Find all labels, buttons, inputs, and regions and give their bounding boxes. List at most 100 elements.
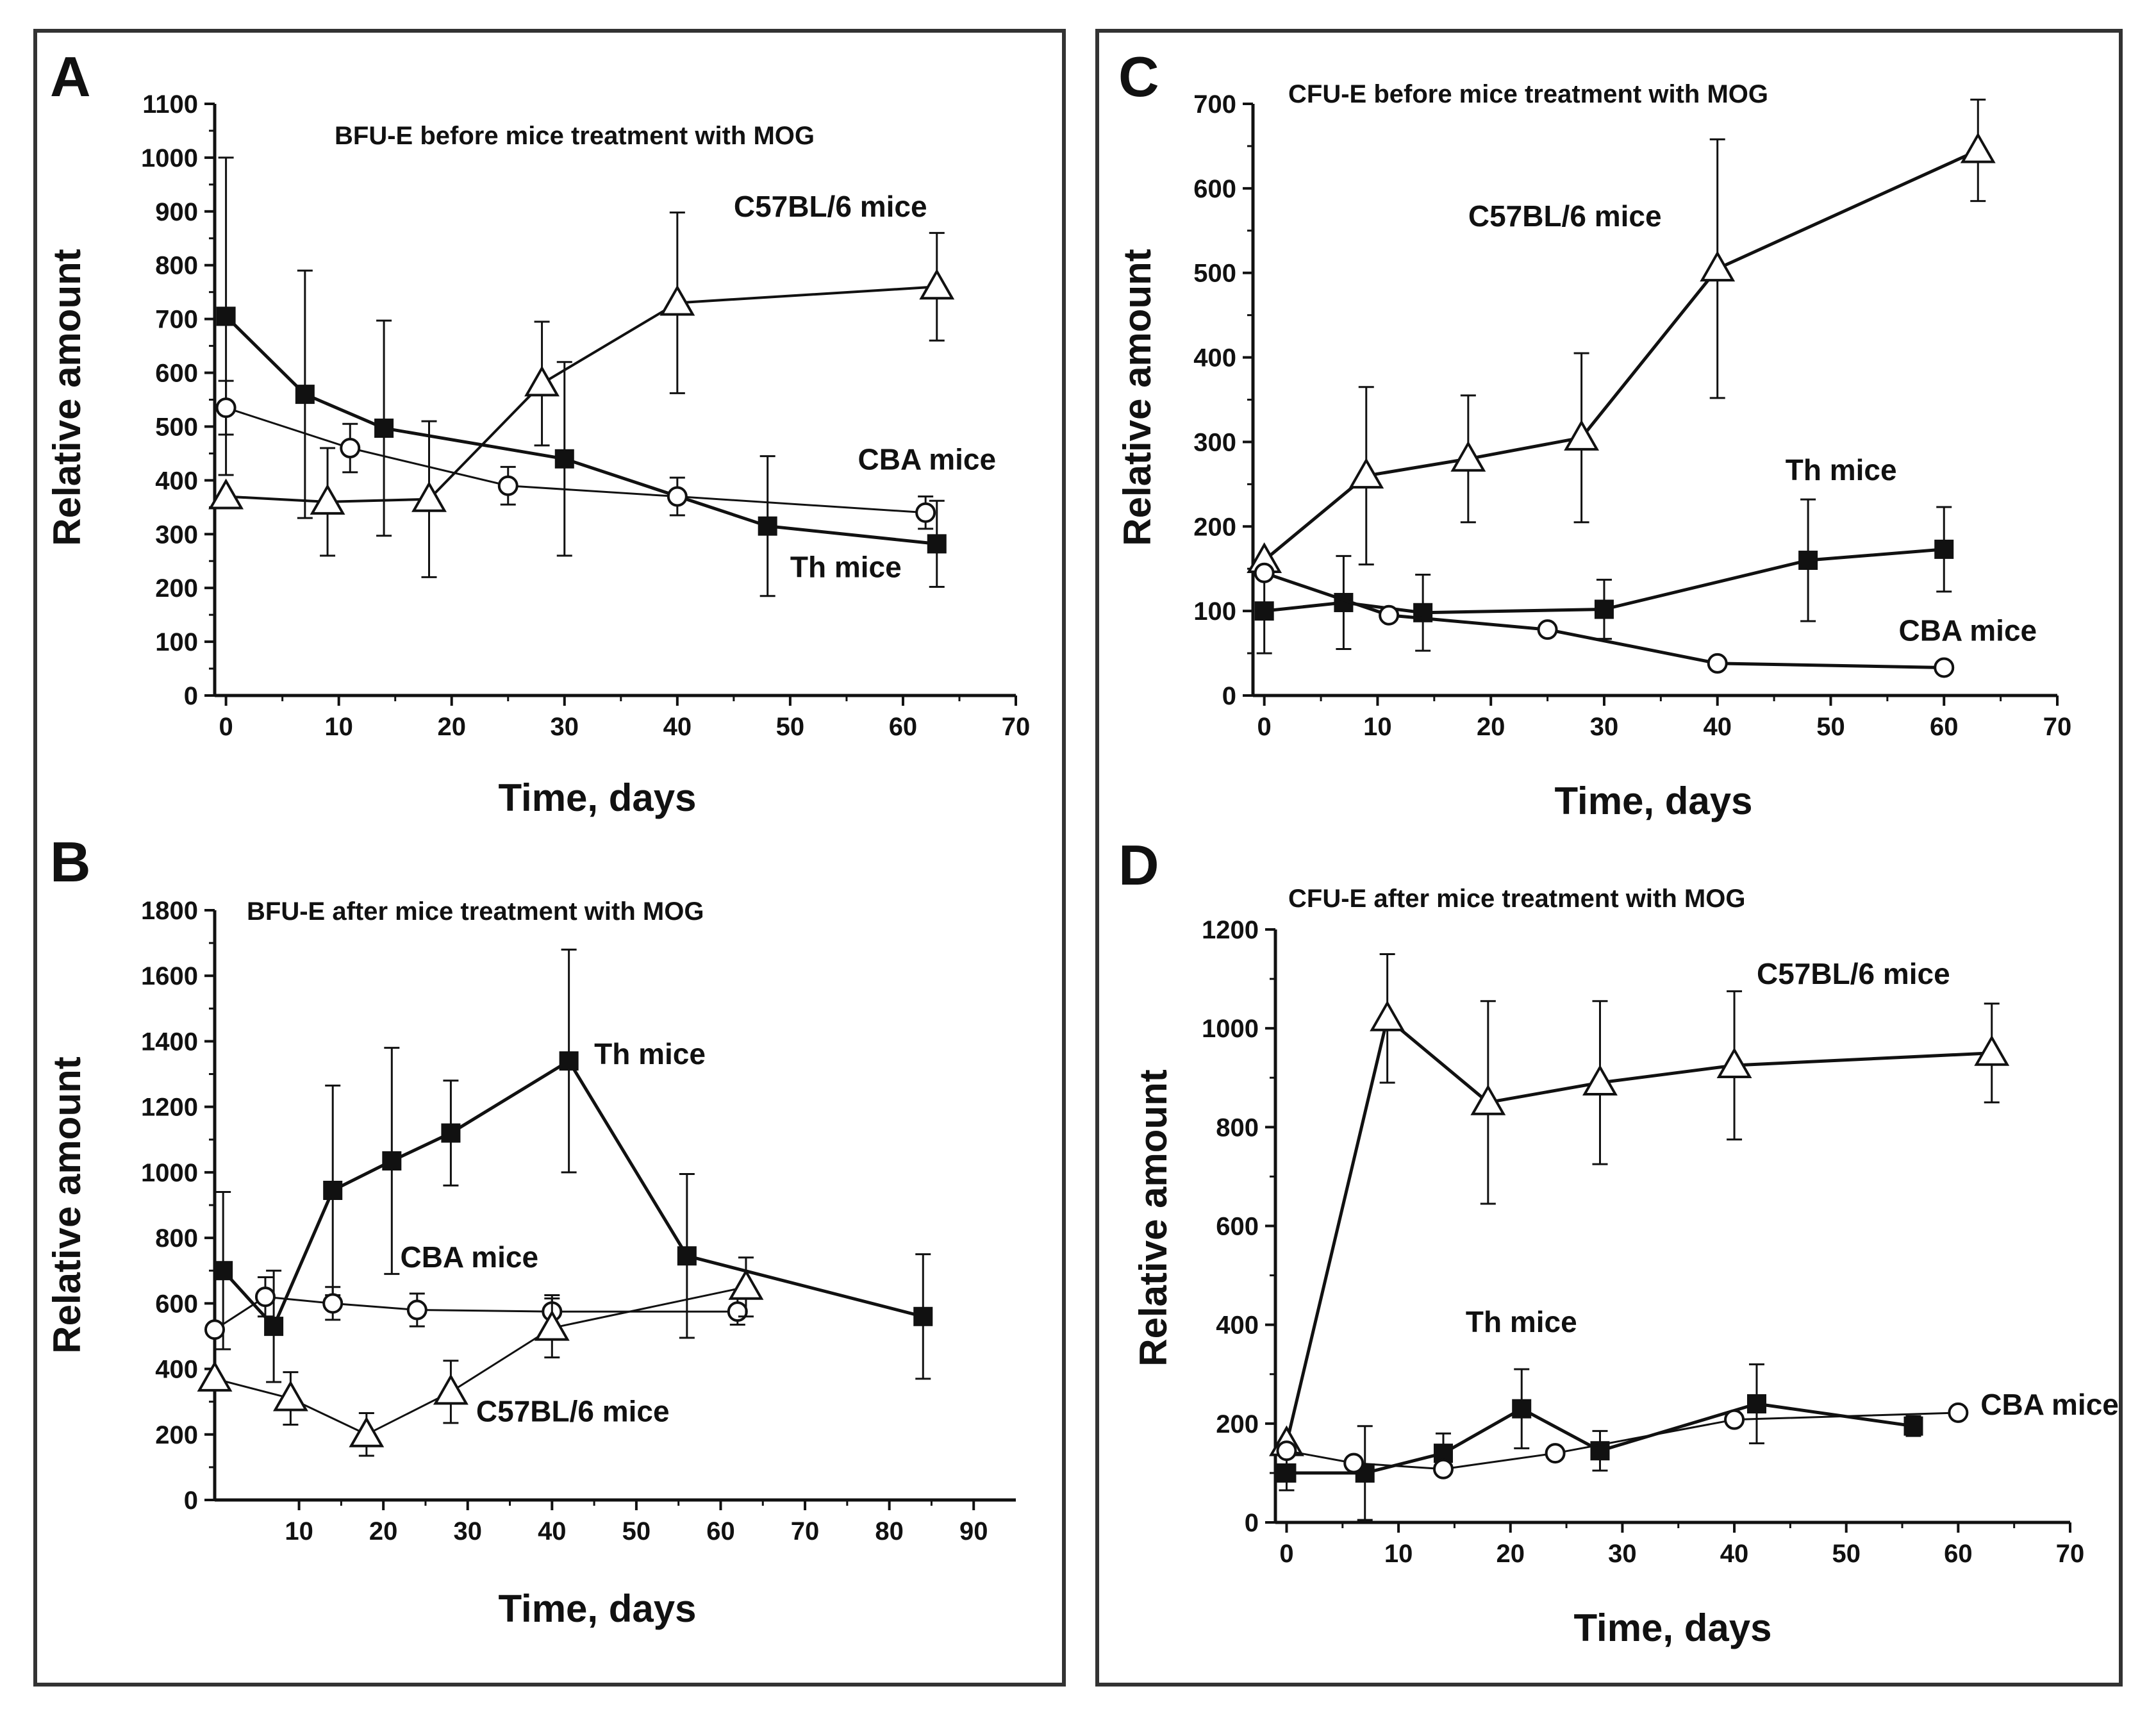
panel-c-letter: C: [1118, 45, 1159, 108]
series-label-c57bl-6-mice: C57BL/6 mice: [476, 1394, 670, 1428]
series-line: [1285, 1017, 1992, 1444]
y-tick-label: 800: [155, 252, 198, 280]
data-point-square: [216, 306, 236, 326]
y-tick-label: 600: [1216, 1213, 1259, 1241]
x-tick-label: 50: [622, 1517, 651, 1545]
data-point-triangle: [310, 483, 345, 515]
series-label-cba-mice: CBA mice: [1899, 613, 2037, 647]
data-point-circle: [1379, 604, 1400, 626]
series-cba-mice: [215, 379, 936, 530]
x-tick-label: 10: [1363, 713, 1392, 741]
panel-d-title: CFU-E after mice treatment with MOG: [1288, 885, 1745, 913]
data-point-triangle: [411, 481, 447, 512]
data-point-circle: [254, 1287, 276, 1308]
x-tick-label: 40: [1720, 1540, 1749, 1568]
x-tick-label: 30: [1590, 713, 1619, 741]
series-th-mice: [1277, 1363, 1923, 1521]
panel-d-letter: D: [1118, 833, 1159, 897]
left-figure-frame: [33, 29, 1066, 1687]
data-point-circle: [727, 1301, 748, 1322]
panel-a-xlabel: Time, days: [498, 776, 696, 819]
data-point-circle: [1276, 1440, 1297, 1462]
data-point-square: [295, 385, 315, 404]
series-line: [1264, 547, 1945, 615]
data-point-square: [758, 516, 777, 536]
series-label-c57bl-6-mice: C57BL/6 mice: [1757, 957, 1950, 990]
panel-b: B BFU-E after mice treatment with MOG Re…: [46, 830, 1016, 1630]
y-tick-label: 200: [155, 1421, 198, 1449]
series-line: [222, 1059, 924, 1328]
data-point-circle: [1724, 1409, 1745, 1430]
y-tick-label: 600: [1193, 175, 1236, 203]
y-tick-label: 200: [1193, 513, 1236, 541]
panel-c-title: CFU-E before mice treatment with MOG: [1288, 80, 1768, 108]
panel-a-letter: A: [50, 45, 91, 108]
data-point-circle: [322, 1293, 344, 1314]
y-tick-label: 700: [1193, 90, 1236, 119]
x-tick-label: 30: [453, 1517, 482, 1545]
data-point-circle: [1707, 653, 1728, 674]
series-label-cba-mice: CBA mice: [400, 1240, 538, 1274]
data-point-circle: [340, 438, 361, 459]
series-line: [214, 1286, 747, 1436]
x-tick-label: 60: [889, 713, 918, 741]
y-tick-label: 1200: [1202, 916, 1259, 944]
x-tick-label: 70: [2056, 1540, 2085, 1568]
panel-a: A BFU-E before mice treatment with MOG R…: [46, 45, 1030, 819]
y-tick-label: 1000: [141, 1159, 198, 1187]
data-point-circle: [1343, 1453, 1364, 1474]
y-tick-label: 100: [155, 628, 198, 656]
panel-d-plot: 0 200 400 600 800 1000 1200 0 10 20 30 40 50 60 70 C57B…: [1202, 916, 2119, 1568]
y-tick-label: 200: [1216, 1410, 1259, 1438]
data-point-square: [374, 418, 394, 438]
data-point-square: [913, 1306, 933, 1326]
x-tick-label: 50: [1832, 1540, 1861, 1568]
panel-d-xlabel: Time, days: [1573, 1606, 1771, 1649]
panel-c: C CFU-E before mice treatment with MOG R…: [1116, 45, 2071, 822]
data-point-triangle: [197, 1360, 233, 1392]
y-tick-label: 300: [155, 521, 198, 549]
data-point-triangle: [433, 1374, 469, 1405]
series-c57bl-6-mice: [197, 1256, 764, 1457]
series-label-th-mice: Th mice: [1786, 453, 1897, 487]
series-line: [1263, 149, 1979, 562]
data-point-square: [1277, 1463, 1297, 1483]
data-point-triangle: [1700, 251, 1736, 282]
x-tick-label: 70: [791, 1517, 820, 1545]
data-point-triangle: [919, 269, 955, 300]
series-label-c57bl-6-mice: C57BL/6 mice: [1468, 199, 1662, 233]
series-label-cba-mice: CBA mice: [858, 443, 997, 476]
data-point-square: [382, 1151, 402, 1170]
x-tick-label: 10: [1384, 1540, 1413, 1568]
y-tick-label: 600: [155, 360, 198, 388]
x-tick-label: 60: [1930, 713, 1959, 741]
data-point-triangle: [1564, 419, 1600, 451]
data-point-circle: [406, 1299, 427, 1320]
x-tick-label: 20: [437, 713, 466, 741]
panel-c-ylabel: Relative amount: [1116, 249, 1159, 546]
data-point-square: [323, 1181, 343, 1200]
x-tick-label: 30: [551, 713, 579, 741]
x-tick-label: 20: [1477, 713, 1505, 741]
y-tick-label: 400: [1216, 1312, 1259, 1340]
data-point-triangle: [1450, 440, 1486, 472]
panel-a-title: BFU-E before mice treatment with MOG: [335, 122, 815, 150]
y-tick-label: 1000: [1202, 1015, 1259, 1043]
panel-a-ylabel: Relative amount: [46, 249, 88, 546]
panel-b-letter: B: [50, 830, 91, 894]
y-tick-label: 700: [155, 306, 198, 334]
data-point-square: [1934, 539, 1954, 559]
x-tick-label: 70: [2043, 713, 2072, 741]
panel-a-plot: 0 100 200 300 400 500 600 700 800 900 1000 1100 0 10 2…: [141, 90, 1030, 741]
panel-b-plot: 0 200 400 600 800 1000 1200 1400 1600 1800 10 20 30 4…: [141, 897, 1016, 1545]
y-tick-label: 1400: [141, 1028, 198, 1056]
right-figure-frame: [1095, 29, 2123, 1687]
y-tick-label: 0: [1222, 682, 1236, 710]
data-point-circle: [1537, 619, 1558, 640]
x-tick-label: 60: [1944, 1540, 1973, 1568]
data-point-triangle: [728, 1269, 764, 1300]
data-point-square: [213, 1261, 233, 1281]
data-point-triangle: [1470, 1084, 1506, 1115]
panel-c-plot: 0 100 200 300 400 500 600 700 0 10 20 30 40 50 60 70 C57…: [1193, 90, 2071, 741]
